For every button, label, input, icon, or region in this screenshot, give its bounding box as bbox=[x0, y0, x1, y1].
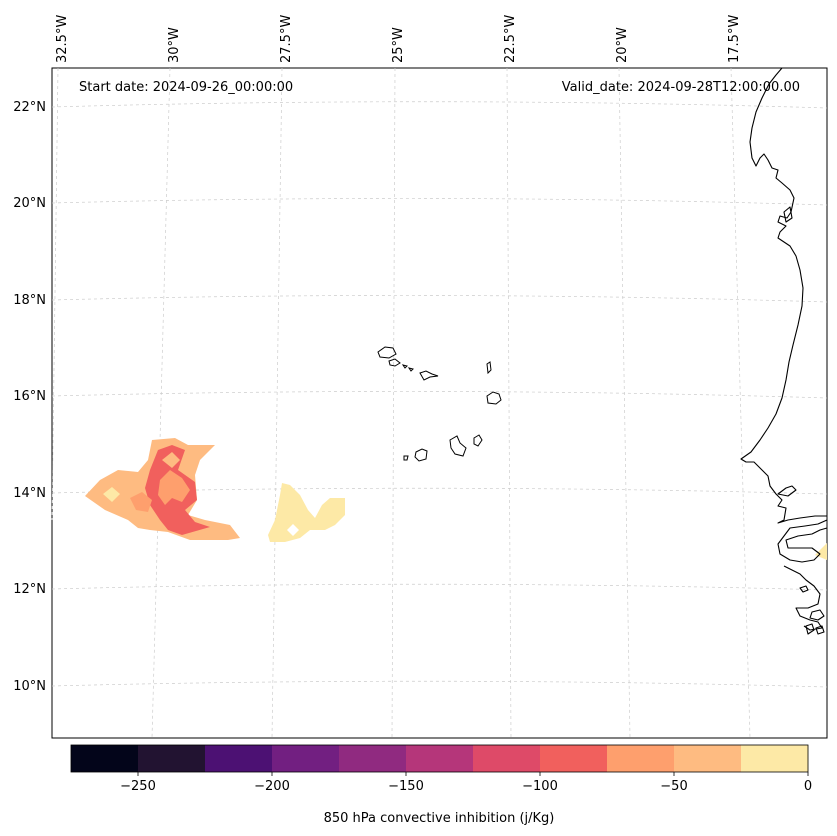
colorbar-tick-label: 0 bbox=[804, 779, 812, 794]
lat-label-10n: 10°N bbox=[13, 679, 46, 694]
colorbar-ticks: −250 −200 −150 −100 −50 0 bbox=[120, 772, 812, 794]
african-coastline bbox=[740, 67, 828, 635]
colorbar-bin bbox=[339, 745, 407, 772]
cin-hole bbox=[287, 524, 299, 536]
colorbar-tick-label: −50 bbox=[660, 779, 687, 794]
lon-label-22-5w: 22.5°W bbox=[503, 15, 518, 63]
colorbar-bin bbox=[540, 745, 608, 772]
colorbar-bin bbox=[272, 745, 340, 772]
cin-field-west bbox=[85, 438, 240, 540]
cin-region-faint bbox=[268, 483, 345, 542]
lon-label-32-5w: 32.5°W bbox=[55, 15, 70, 63]
lon-label-17-5w: 17.5°W bbox=[727, 15, 742, 63]
lon-label-20w: 20°W bbox=[615, 27, 630, 63]
lat-label-12n: 12°N bbox=[13, 582, 46, 597]
colorbar-tick-label: −100 bbox=[522, 779, 558, 794]
colorbar-bin bbox=[71, 745, 139, 772]
lat-label-16n: 16°N bbox=[13, 389, 46, 404]
lat-label-18n: 18°N bbox=[13, 293, 46, 308]
lat-label-20n: 20°N bbox=[13, 196, 46, 211]
lat-label-22n: 22°N bbox=[13, 100, 46, 115]
colorbar-label: 850 hPa convective inhibition (j/Kg) bbox=[324, 811, 555, 826]
cin-region-light-core-2 bbox=[162, 452, 180, 468]
lat-label-14n: 14°N bbox=[13, 486, 46, 501]
colorbar: −250 −200 −150 −100 −50 0 850 hPa convective … bbox=[70, 744, 812, 826]
cin-region-light-core bbox=[103, 487, 120, 502]
colorbar-bin bbox=[741, 745, 809, 772]
colorbar-outline bbox=[70, 744, 809, 773]
colorbar-bin bbox=[674, 745, 742, 772]
lon-label-25w: 25°W bbox=[391, 27, 406, 63]
latitude-labels: 22°N 20°N 18°N 16°N 14°N 12°N 10°N bbox=[13, 100, 46, 694]
valid-date-label: Valid_date: 2024-09-28T12:00:00.00 bbox=[562, 80, 800, 95]
colorbar-bin bbox=[406, 745, 474, 772]
cin-region-mid-2 bbox=[130, 492, 152, 512]
start-date-label: Start date: 2024-09-26_00:00:00 bbox=[79, 80, 293, 95]
colorbar-bin bbox=[205, 745, 273, 772]
cape-verde-islands bbox=[377, 346, 502, 462]
colorbar-tick-label: −250 bbox=[120, 779, 156, 794]
colorbar-bin bbox=[138, 745, 206, 772]
map-frame bbox=[51, 67, 828, 739]
colorbar-tick-label: −200 bbox=[254, 779, 290, 794]
colorbar-bins bbox=[71, 745, 809, 772]
longitude-labels: 32.5°W 30°W 27.5°W 25°W 22.5°W 20°W 17.5… bbox=[55, 15, 742, 63]
colorbar-bin bbox=[607, 745, 675, 772]
lon-label-27-5w: 27.5°W bbox=[279, 15, 294, 63]
cin-region-mid bbox=[158, 470, 190, 505]
lon-label-30w: 30°W bbox=[167, 27, 182, 63]
graticule bbox=[51, 67, 828, 739]
colorbar-bin bbox=[473, 745, 541, 772]
colorbar-tick-label: −150 bbox=[388, 779, 424, 794]
